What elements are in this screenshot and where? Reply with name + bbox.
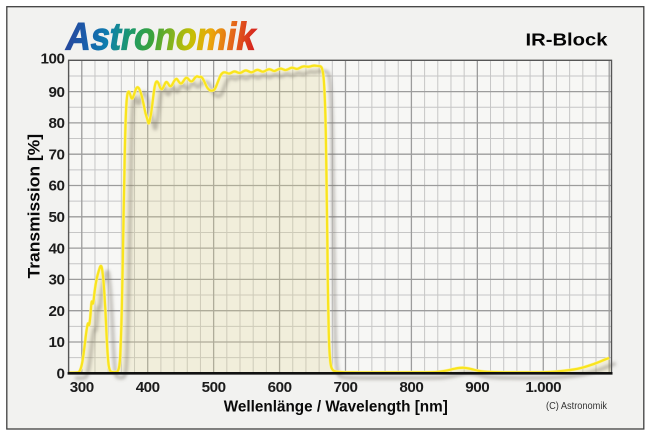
svg-text:(C) Astronomik: (C) Astronomik: [546, 401, 608, 412]
svg-text:700: 700: [334, 379, 358, 396]
svg-text:400: 400: [136, 379, 160, 396]
svg-text:10: 10: [49, 334, 65, 351]
svg-text:40: 40: [49, 240, 65, 257]
svg-text:50: 50: [49, 209, 65, 226]
svg-text:70: 70: [49, 146, 65, 163]
svg-text:500: 500: [202, 379, 226, 396]
svg-text:Astronomik: Astronomik: [63, 16, 260, 59]
svg-text:80: 80: [49, 115, 65, 132]
svg-text:600: 600: [268, 379, 292, 396]
svg-text:300: 300: [70, 379, 94, 396]
svg-text:100: 100: [41, 50, 65, 67]
svg-text:90: 90: [49, 84, 65, 101]
svg-text:60: 60: [49, 178, 65, 195]
svg-text:900: 900: [465, 379, 489, 396]
svg-text:0: 0: [57, 366, 65, 383]
svg-text:30: 30: [49, 272, 65, 289]
svg-text:1.000: 1.000: [525, 379, 561, 396]
svg-text:20: 20: [49, 303, 65, 320]
svg-text:IR-Block: IR-Block: [526, 30, 608, 50]
svg-text:800: 800: [399, 379, 423, 396]
svg-text:Wellenlänge / Wavelength [nm]: Wellenlänge / Wavelength [nm]: [224, 399, 448, 416]
svg-text:Transmission [%]: Transmission [%]: [25, 134, 44, 279]
